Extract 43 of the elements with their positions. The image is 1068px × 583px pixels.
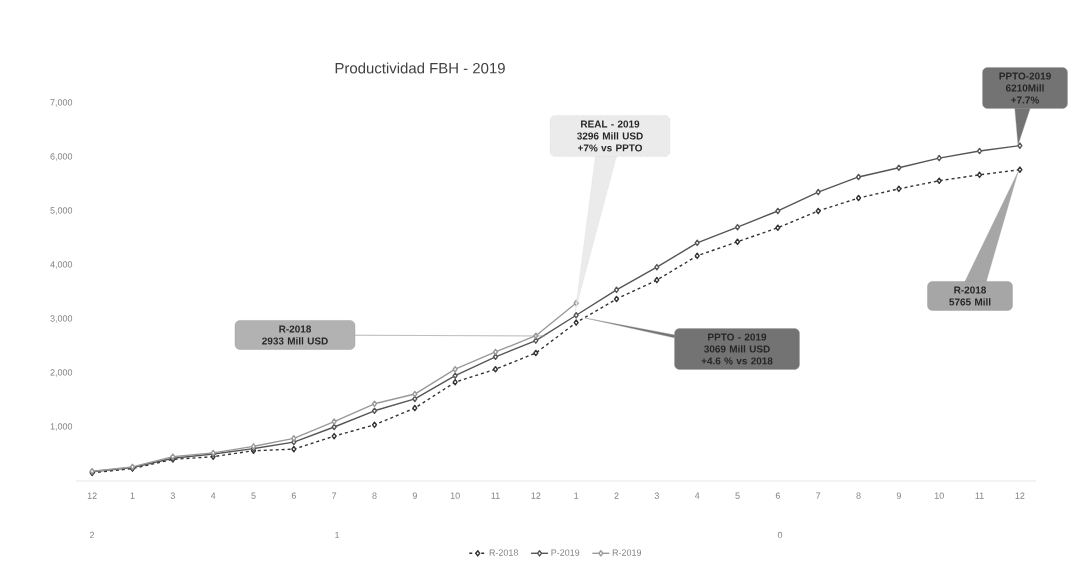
y-tick-label: 4,000 <box>50 261 73 269</box>
x-tick-label: 7 <box>816 492 821 499</box>
x-tick-label: 4 <box>694 492 700 499</box>
x-tick-label: 11 <box>975 492 984 499</box>
x-tick-label: 1 <box>130 492 135 499</box>
x-tick-label: 9 <box>896 492 901 499</box>
legend-label: R-2018 <box>489 549 518 556</box>
x-tick-label: 5 <box>735 492 740 499</box>
x-tick-label: 3 <box>170 492 175 499</box>
y-tick-label: 1,000 <box>50 423 73 431</box>
x-tick-label: 6 <box>291 492 296 499</box>
x-tick-label: 3 <box>654 492 659 499</box>
annotation: R-2018 2933 Mill USD <box>262 325 328 345</box>
chart-title: Productividad FBH - 2019 <box>335 62 505 74</box>
y-tick-label: 2,000 <box>50 369 73 377</box>
x-tick-label: 4 <box>210 492 216 499</box>
y-tick-label: 6,000 <box>50 153 73 161</box>
x-tick-label: 11 <box>491 492 500 499</box>
x-tick-label: 12 <box>1015 492 1025 499</box>
x-tick-label: 10 <box>450 492 460 499</box>
x-tick-label: 1 <box>574 492 579 499</box>
text: 1 <box>335 531 340 539</box>
text: 0 <box>777 531 783 539</box>
x-tick-label: 8 <box>856 492 861 499</box>
x-tick-label: 12 <box>531 492 541 499</box>
x-tick-label: 5 <box>251 492 256 499</box>
y-tick-label: 3,000 <box>50 315 73 323</box>
annotation: REAL - 2019 3296 Mill USD +7% vs PPTO <box>577 120 643 152</box>
x-tick-label: 9 <box>412 492 417 499</box>
y-tick-label: 5,000 <box>50 207 73 215</box>
x-tick-label: 12 <box>87 492 97 499</box>
x-tick-label: 6 <box>775 492 780 499</box>
x-tick-label: 2 <box>614 492 619 499</box>
annotation: R-2018 5765 Mill <box>949 286 991 306</box>
y-tick-label: 7,000 <box>50 99 73 107</box>
x-tick-label: 8 <box>372 492 377 499</box>
x-tick-label: 7 <box>332 492 337 499</box>
annotation: PPTO-2019 6210Mill +7.7% <box>999 72 1051 104</box>
text: 2 <box>89 531 95 539</box>
x-tick-label: 10 <box>934 492 944 499</box>
legend-label: R-2019 <box>612 549 642 556</box>
legend-label: P-2019 <box>551 549 580 556</box>
annotation: PPTO - 2019 3069 Mill USD +4.6 % vs 2018 <box>701 333 773 365</box>
